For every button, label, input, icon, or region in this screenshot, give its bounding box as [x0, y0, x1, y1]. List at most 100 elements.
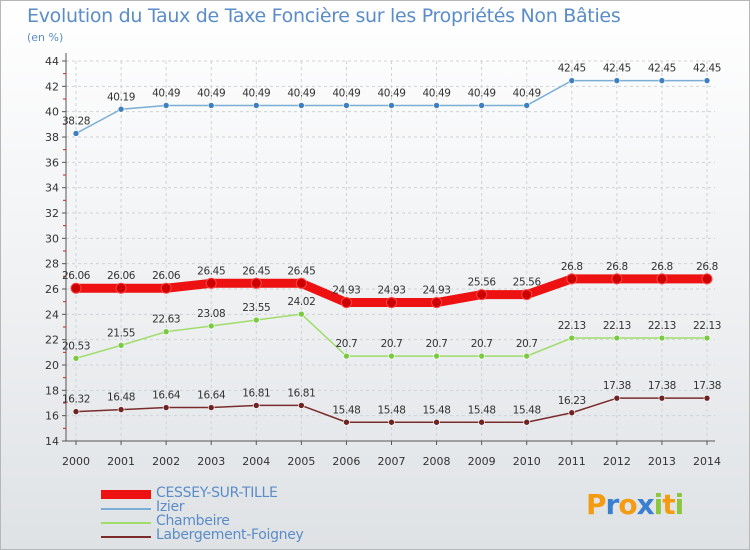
data-point-labergement-foigney — [433, 418, 440, 426]
data-label-labergement-foigney: 16.23 — [558, 395, 586, 407]
data-point-cessey-sur-tille — [566, 273, 578, 285]
legend-swatch — [101, 536, 151, 538]
data-label-chambeire: 22.13 — [603, 320, 631, 332]
logo-letter: x — [636, 488, 655, 521]
data-point-chambeire — [433, 352, 440, 360]
data-point-cessey-sur-tille — [250, 277, 262, 289]
data-label-labergement-foigney: 17.38 — [648, 380, 676, 392]
data-point-izier — [658, 77, 666, 84]
data-point-chambeire — [162, 328, 170, 335]
data-label-cessey-sur-tille: 24.93 — [423, 285, 451, 297]
data-point-izier — [343, 102, 350, 109]
data-label-chambeire: 22.63 — [152, 314, 180, 326]
data-label-cessey-sur-tille: 26.45 — [242, 265, 270, 277]
data-point-chambeire — [72, 354, 80, 362]
data-label-chambeire: 20.7 — [381, 338, 403, 350]
data-point-chambeire — [523, 352, 531, 360]
data-label-izier: 40.49 — [197, 87, 225, 99]
data-point-izier — [388, 102, 395, 109]
data-point-cessey-sur-tille — [115, 282, 127, 294]
data-point-cessey-sur-tille — [521, 289, 533, 301]
data-point-cessey-sur-tille — [476, 289, 488, 301]
data-label-chambeire: 20.53 — [62, 340, 90, 352]
data-label-cessey-sur-tille: 24.93 — [377, 285, 405, 297]
data-point-labergement-foigney — [162, 404, 170, 411]
data-label-izier: 38.28 — [62, 115, 90, 127]
data-label-cessey-sur-tille: 26.8 — [696, 261, 718, 273]
y-tick-label: 36 — [45, 156, 59, 169]
data-point-labergement-foigney — [252, 402, 260, 409]
x-tick-label: 2004 — [242, 455, 270, 468]
y-tick-label: 22 — [45, 334, 59, 347]
logo-letter: i — [674, 488, 685, 521]
x-tick-label: 2000 — [62, 455, 90, 468]
y-tick-label: 16 — [45, 410, 59, 423]
data-label-chambeire: 23.55 — [242, 302, 270, 314]
data-label-labergement-foigney: 17.38 — [603, 380, 631, 392]
x-tick-label: 2005 — [287, 455, 315, 468]
data-label-labergement-foigney: 16.64 — [152, 390, 181, 402]
data-label-chambeire: 23.08 — [197, 308, 225, 320]
data-point-izier — [117, 105, 125, 113]
y-tick-label: 24 — [45, 308, 59, 321]
data-point-izier — [207, 102, 215, 109]
logo-letter: o — [618, 488, 637, 521]
legend-label: Chambeire — [156, 513, 230, 529]
y-tick-label: 32 — [45, 207, 59, 220]
y-tick-label: 40 — [45, 106, 59, 119]
data-label-cessey-sur-tille: 26.8 — [606, 261, 628, 273]
proxiti-logo: Proxiti — [586, 488, 685, 521]
x-tick-label: 2002 — [152, 455, 180, 468]
data-label-chambeire: 20.7 — [516, 338, 538, 350]
data-label-izier: 42.45 — [693, 63, 721, 75]
data-label-cessey-sur-tille: 26.06 — [62, 270, 91, 282]
data-point-labergement-foigney — [207, 404, 215, 411]
x-tick-label: 2012 — [603, 455, 631, 468]
data-label-cessey-sur-tille: 25.56 — [513, 277, 542, 289]
data-point-cessey-sur-tille — [701, 273, 713, 285]
data-point-labergement-foigney — [72, 408, 80, 415]
data-label-cessey-sur-tille: 26.45 — [197, 265, 225, 277]
chart-title: Evolution du Taux de Taxe Foncière sur l… — [27, 5, 621, 27]
data-point-izier — [252, 102, 260, 109]
data-point-izier — [298, 102, 305, 109]
data-point-chambeire — [117, 342, 125, 349]
data-label-labergement-foigney: 15.48 — [377, 404, 405, 416]
data-point-chambeire — [388, 352, 395, 360]
data-point-chambeire — [478, 352, 485, 360]
data-point-izier — [613, 77, 621, 84]
data-label-izier: 40.19 — [107, 91, 135, 103]
data-label-chambeire: 21.55 — [107, 327, 135, 339]
data-label-izier: 40.49 — [513, 87, 541, 99]
data-label-cessey-sur-tille: 26.45 — [287, 265, 315, 277]
data-point-chambeire — [298, 310, 305, 318]
data-point-izier — [523, 102, 531, 109]
data-point-chambeire — [613, 334, 621, 342]
data-point-chambeire — [658, 334, 666, 342]
data-label-cessey-sur-tille: 26.06 — [152, 270, 181, 282]
data-label-chambeire: 20.7 — [471, 338, 493, 350]
data-point-labergement-foigney — [658, 394, 666, 402]
data-point-cessey-sur-tille — [340, 297, 352, 309]
data-label-labergement-foigney: 16.81 — [242, 387, 270, 399]
y-tick-label: 26 — [45, 283, 59, 296]
y-tick-label: 20 — [45, 359, 59, 372]
data-point-izier — [72, 130, 80, 137]
data-point-cessey-sur-tille — [295, 277, 307, 289]
logo-letter: t — [662, 488, 675, 521]
x-tick-label: 2003 — [197, 455, 225, 468]
data-point-labergement-foigney — [523, 418, 531, 426]
data-point-labergement-foigney — [298, 402, 305, 409]
data-label-izier: 40.49 — [377, 87, 405, 99]
data-label-izier: 42.45 — [558, 63, 586, 75]
data-label-labergement-foigney: 15.48 — [468, 404, 496, 416]
data-label-izier: 40.49 — [423, 87, 451, 99]
data-point-labergement-foigney — [703, 394, 711, 402]
data-label-chambeire: 20.7 — [426, 338, 448, 350]
data-point-izier — [568, 77, 576, 84]
legend-swatch — [101, 490, 151, 499]
data-point-cessey-sur-tille — [656, 273, 668, 285]
data-point-chambeire — [343, 352, 350, 360]
